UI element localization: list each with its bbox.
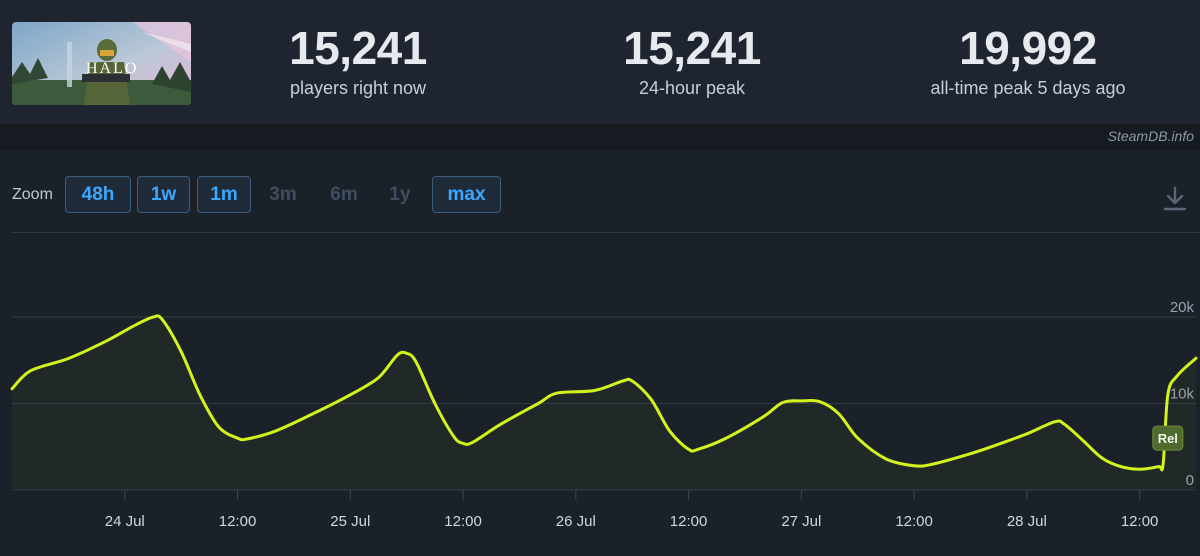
svg-text:HALO: HALO [86, 60, 138, 77]
player-count-chart: 0 10k 20k 24 Jul 12:00 25 Jul 12:00 26 Jul 12:0… [10, 299, 1198, 530]
stat-players-now: 15,241 players right now [258, 22, 458, 99]
game-capsule-image[interactable]: HALO [12, 22, 191, 105]
grid-lines [12, 316, 1196, 491]
stat-all-time-peak: 19,992 all-time peak 5 days ago [900, 22, 1156, 99]
x-tick-label: 24 Jul [105, 513, 145, 530]
x-tick-label: 12:00 [1121, 513, 1159, 530]
zoom-button-48h[interactable]: 48h [65, 176, 131, 213]
zoom-button-1y: 1y [389, 183, 411, 205]
header: HALO 15,241 players right now 15,241 24-… [0, 0, 1200, 124]
stat-value: 15,241 [623, 22, 761, 74]
y-tick-label: 0 [1186, 472, 1194, 489]
annotations: Rel [1152, 425, 1184, 451]
x-tick-label: 26 Jul [556, 513, 596, 530]
series-points [11, 317, 1197, 470]
zoom-toolbar: Zoom 48h 1w 1m 3m 6m 1y max [0, 176, 1200, 216]
y-tick-label: 20k [1170, 299, 1195, 316]
zoom-button-max[interactable]: max [432, 176, 501, 213]
stat-24h-peak: 15,241 24-hour peak [592, 22, 792, 99]
download-icon [1163, 186, 1187, 211]
stat-label: players right now [289, 78, 427, 98]
y-axis-ticks: 0 10k 20k [1170, 299, 1195, 489]
zoom-label: Zoom [12, 186, 53, 203]
credit-link[interactable]: SteamDB.info [1107, 128, 1194, 144]
y-tick-label: 10k [1170, 386, 1195, 403]
download-button[interactable] [1163, 186, 1187, 212]
halo-capsule-art-icon: HALO [12, 22, 191, 105]
zoom-button-1w[interactable]: 1w [137, 176, 190, 213]
zoom-button-6m: 6m [330, 183, 358, 205]
release-annotation-badge [1152, 425, 1184, 451]
x-tick-label: 28 Jul [1007, 513, 1047, 530]
x-tick-label: 12:00 [895, 513, 933, 530]
series-area [12, 315, 1196, 490]
x-tick-label: 12:00 [219, 513, 257, 530]
x-axis-ticks: 24 Jul 12:00 25 Jul 12:00 26 Jul 12:00 27 Jul 1… [105, 490, 1159, 530]
stat-value: 15,241 [289, 22, 427, 74]
stat-value: 19,992 [959, 22, 1097, 74]
x-tick-label: 27 Jul [781, 513, 821, 530]
x-tick-label: 12:00 [444, 513, 482, 530]
x-tick-label: 25 Jul [330, 513, 370, 530]
zoom-button-3m: 3m [269, 183, 297, 205]
plot-top-border [12, 232, 1200, 233]
zoom-button-1m[interactable]: 1m [197, 176, 251, 213]
stat-label: all-time peak 5 days ago [930, 78, 1126, 98]
release-annotation-label: Rel [1158, 431, 1178, 446]
stat-label: 24-hour peak [638, 78, 746, 98]
x-tick-label: 12:00 [670, 513, 708, 530]
divider-strip [0, 124, 1200, 150]
